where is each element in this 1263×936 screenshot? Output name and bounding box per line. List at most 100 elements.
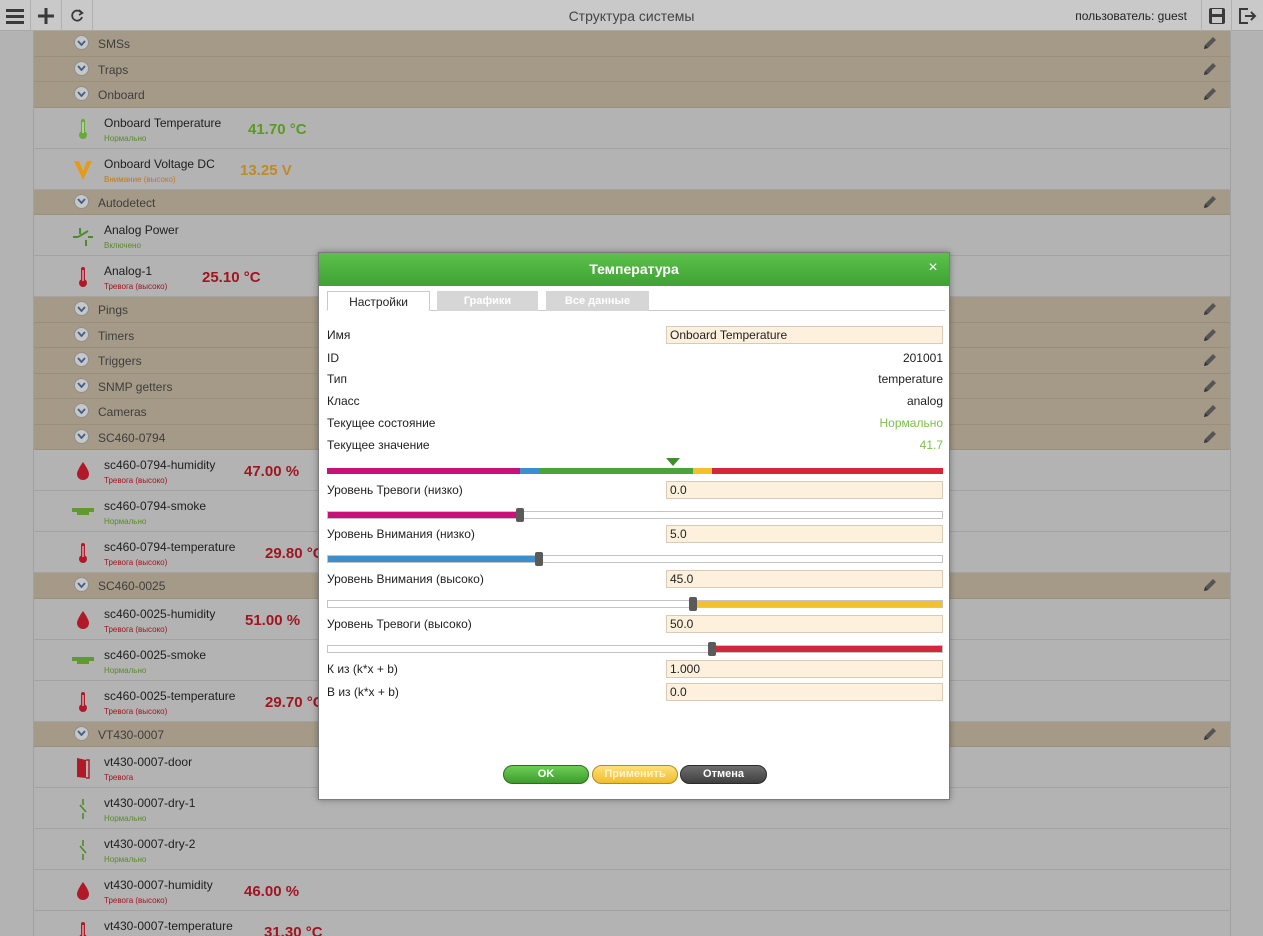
tab-settings[interactable]: Настройки [327, 291, 430, 311]
chevron-down-icon[interactable] [74, 35, 89, 50]
warn-high-slider[interactable] [327, 597, 943, 611]
refresh-button[interactable] [62, 0, 93, 31]
alarm-high-handle[interactable] [708, 642, 716, 656]
chevron-down-icon[interactable] [74, 86, 89, 101]
menu-button[interactable] [0, 0, 31, 31]
chevron-down-icon[interactable] [74, 725, 89, 741]
tab-all-data[interactable]: Все данные [546, 291, 649, 311]
chevron-down-icon[interactable] [74, 326, 89, 342]
sensor-name: sc460-0025-temperature [104, 688, 236, 703]
add-button[interactable] [31, 0, 62, 31]
sensor-status: Нормально [104, 133, 147, 143]
sensor-value: 13.25 V [240, 161, 292, 179]
pencil-icon[interactable] [1202, 86, 1218, 102]
warn-low-slider[interactable] [327, 552, 943, 566]
voltage-icon [72, 159, 94, 181]
group-name: SC460-0794 [98, 430, 166, 445]
warn-low-input[interactable] [666, 525, 943, 543]
class-value: analog [906, 394, 943, 408]
chevron-down-icon[interactable] [74, 403, 89, 418]
alarm-high-slider[interactable] [327, 642, 943, 656]
sensor-value: 46.00 % [244, 883, 300, 900]
sensor-row[interactable]: Onboard Voltage DC Внимание (высоко) 13.25… [34, 148, 1230, 190]
chevron-down-icon[interactable] [74, 377, 89, 393]
warn-low-handle[interactable] [535, 552, 543, 566]
alarm-low-label: Уровень Тревоги (низко) [327, 483, 463, 497]
group-row[interactable]: Traps [34, 56, 1230, 82]
pencil-icon[interactable] [1202, 726, 1218, 742]
hamburger-icon [6, 8, 24, 24]
sensor-row[interactable]: vt430-0007-dry-2 Нормально [34, 829, 1230, 870]
group-name: SNMP getters [98, 379, 173, 394]
sensor-name: Onboard Temperature [104, 115, 222, 130]
b-input[interactable] [666, 683, 943, 701]
alarm-low-handle[interactable] [516, 508, 524, 522]
warn-high-label: Уровень Внимания (высоко) [327, 572, 484, 586]
close-icon[interactable]: × [928, 259, 938, 276]
chevron-down-icon[interactable] [74, 60, 89, 76]
humidity-drop-icon [72, 880, 94, 902]
sensor-name: Onboard Voltage DC [104, 156, 215, 171]
group-row[interactable]: Onboard [34, 82, 1230, 108]
apply-button[interactable]: Применить [592, 765, 678, 784]
sensor-status: Тревога (высоко) [104, 896, 168, 905]
tab-graphs[interactable]: Графики [437, 291, 538, 311]
ok-button[interactable]: OK [503, 765, 589, 784]
id-row: ID 201001 [327, 349, 943, 367]
warn-high-input[interactable] [666, 570, 943, 588]
state-value: Нормально [879, 416, 944, 430]
group-name: SC460-0025 [98, 579, 166, 593]
warn-high-handle[interactable] [689, 597, 697, 611]
sensor-value: 47.00 % [244, 463, 300, 480]
chevron-down-icon[interactable] [74, 352, 89, 367]
pencil-icon[interactable] [1202, 194, 1218, 210]
pencil-icon[interactable] [1202, 378, 1218, 394]
group-row[interactable]: Autodetect [34, 189, 1230, 215]
name-input[interactable] [666, 326, 943, 344]
save-button[interactable] [1201, 0, 1232, 31]
alarm-low-slider[interactable] [327, 508, 943, 522]
name-row: Имя [327, 326, 943, 344]
pencil-icon[interactable] [1202, 352, 1218, 368]
pencil-icon[interactable] [1202, 61, 1218, 77]
sensor-status: Тревога (высоко) [104, 624, 168, 634]
door-icon [72, 757, 94, 779]
sensor-name: Analog-1 [104, 264, 153, 278]
k-input[interactable] [666, 660, 943, 678]
class-row: Класс analog [327, 392, 943, 410]
group-name: VT430-0007 [98, 727, 165, 742]
sensor-row[interactable]: Onboard Temperature Нормально 41.70 °C [34, 107, 1230, 149]
sensor-row[interactable]: vt430-0007-humidity Тревога (высоко) 46.00… [34, 870, 1230, 911]
state-label: Текущее состояние [327, 416, 436, 430]
dry-contact-icon [72, 798, 94, 820]
thermometer-red-icon [72, 542, 94, 564]
pencil-icon[interactable] [1202, 327, 1218, 343]
chevron-down-icon[interactable] [74, 193, 89, 209]
scale-alarm-low [327, 468, 520, 474]
user-label: пользователь: guest [1075, 9, 1187, 23]
group-name: Autodetect [98, 195, 156, 210]
chevron-down-icon[interactable] [74, 428, 89, 444]
pencil-icon[interactable] [1202, 577, 1218, 593]
alarm-high-input[interactable] [666, 615, 943, 633]
sensor-status: Нормально [104, 855, 147, 864]
sensor-row[interactable]: Analog Power Включено [34, 215, 1230, 256]
pencil-icon[interactable] [1202, 429, 1218, 445]
cancel-button[interactable]: Отмена [680, 765, 767, 784]
id-value: 201001 [902, 351, 943, 365]
alarm-high-row: Уровень Тревоги (высоко) [327, 615, 943, 633]
smoke-detector-icon [72, 650, 94, 672]
threshold-scale [327, 468, 943, 474]
sensor-settings-dialog: Температура × Настройки Графики Все данн… [318, 252, 950, 800]
pencil-icon[interactable] [1202, 35, 1218, 51]
group-name: Triggers [98, 354, 142, 368]
logout-button[interactable] [1232, 0, 1263, 31]
chevron-down-icon[interactable] [74, 301, 89, 316]
pencil-icon[interactable] [1202, 301, 1218, 317]
chevron-down-icon[interactable] [74, 577, 89, 592]
group-row[interactable]: SMSs [34, 31, 1230, 57]
sensor-status: Включено [104, 241, 141, 250]
alarm-low-input[interactable] [666, 481, 943, 499]
pencil-icon[interactable] [1202, 403, 1218, 419]
